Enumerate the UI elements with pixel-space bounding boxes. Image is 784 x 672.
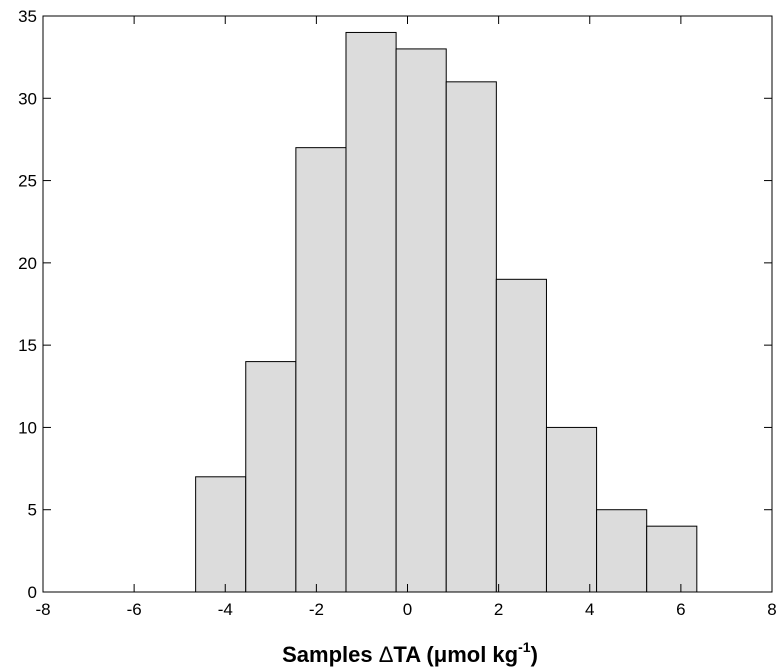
x-tick-label: 2 bbox=[494, 600, 503, 619]
histogram-bar-4 bbox=[395, 48, 447, 593]
histogram-bar-9 bbox=[646, 525, 698, 593]
histogram-bar-3 bbox=[345, 31, 397, 593]
x-tick-label: -2 bbox=[309, 600, 324, 619]
y-tick-label: 10 bbox=[18, 418, 37, 437]
histogram-bar-5 bbox=[445, 81, 497, 593]
y-tick-label: 25 bbox=[18, 172, 37, 191]
x-tick-label: -6 bbox=[127, 600, 142, 619]
axis-ticks: -8 -6 -4 -2 0 2 4 6 8 0 5 10 15 20 25 30 35 bbox=[18, 7, 777, 619]
histogram-bar-0 bbox=[195, 476, 247, 593]
y-tick-label: 30 bbox=[18, 89, 37, 108]
histogram-bar-8 bbox=[596, 509, 648, 593]
x-axis-label: Samples ΔTA (μmol kg-1) bbox=[282, 639, 538, 667]
x-tick-label: 8 bbox=[767, 600, 776, 619]
histogram-bar-7 bbox=[545, 426, 598, 593]
x-tick-label: -4 bbox=[218, 600, 233, 619]
y-tick-label: 35 bbox=[18, 7, 37, 26]
histogram-bar-2 bbox=[295, 147, 347, 593]
x-tick-label: 6 bbox=[676, 600, 685, 619]
x-tick-label: -8 bbox=[35, 600, 50, 619]
x-tick-label: 4 bbox=[585, 600, 594, 619]
y-tick-label: 0 bbox=[28, 583, 37, 602]
y-tick-label: 15 bbox=[18, 336, 37, 355]
histogram-bar-6 bbox=[495, 278, 547, 593]
x-tick-label: 0 bbox=[403, 600, 412, 619]
histogram-bar-1 bbox=[245, 361, 297, 593]
histogram-bars bbox=[195, 31, 698, 593]
y-tick-label: 20 bbox=[18, 254, 37, 273]
y-tick-label: 5 bbox=[28, 501, 37, 520]
